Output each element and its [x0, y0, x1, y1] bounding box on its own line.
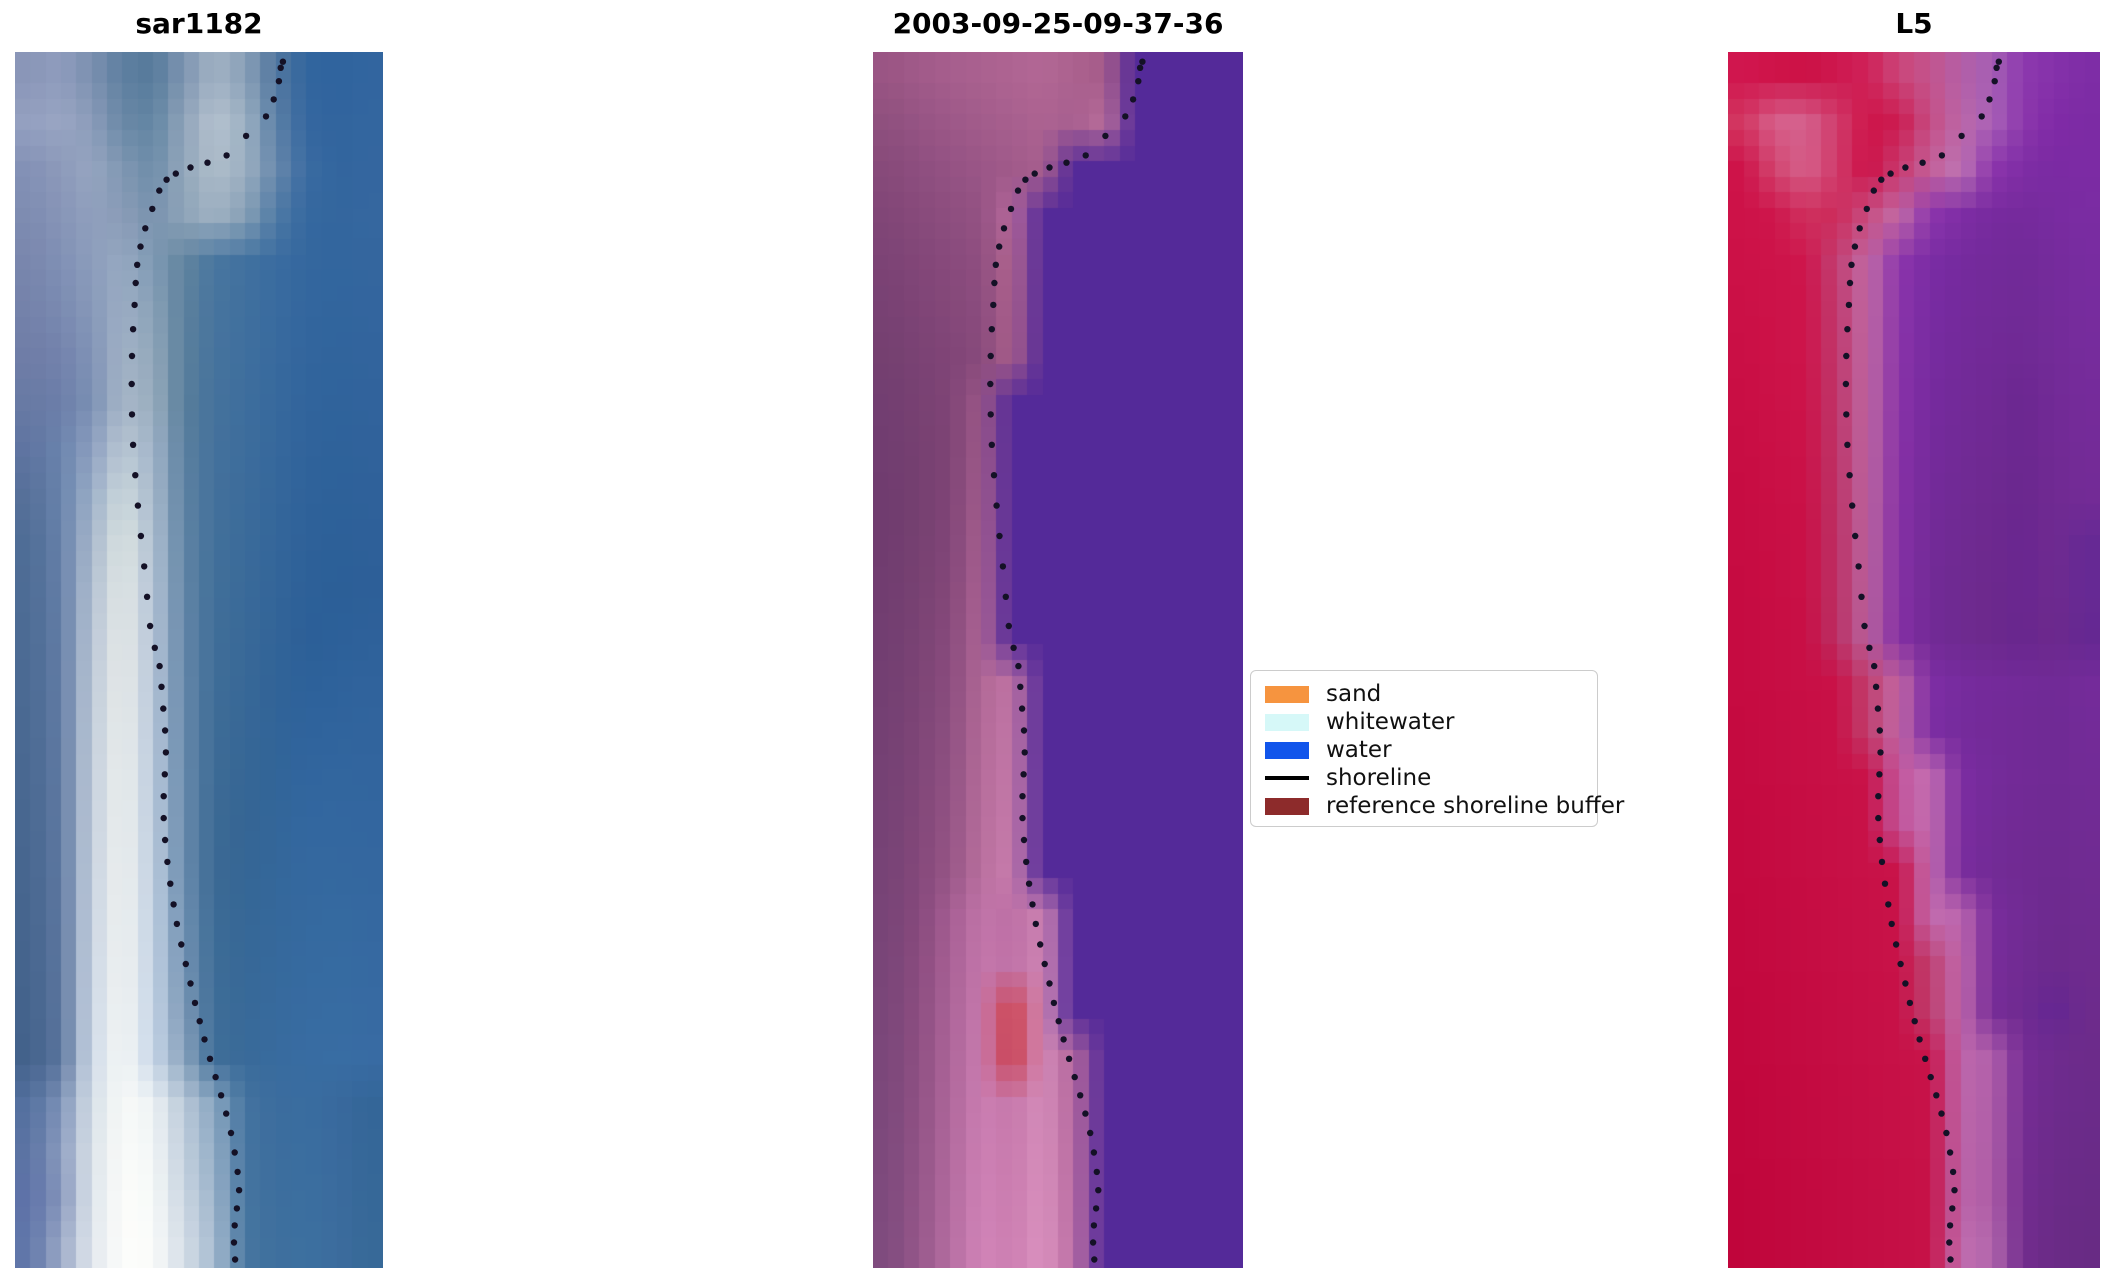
shoreline-dots-overlay: [987, 58, 1146, 1263]
panel-title-l5: L5: [1895, 7, 1933, 40]
water-swatch: [1265, 741, 1309, 759]
shoreline-dots-overlay: [1842, 58, 2002, 1263]
classified-raster-canvas: [873, 52, 1243, 1268]
panel-classified-image: [873, 52, 1243, 1268]
whitewater-swatch: [1265, 713, 1309, 731]
l5-raster-canvas: [1728, 52, 2100, 1268]
shoreline-line-swatch: [1265, 770, 1309, 787]
legend-item-sand: sand: [1265, 680, 1583, 708]
legend-label: water: [1326, 737, 1392, 763]
legend-label: reference shoreline buffer: [1326, 793, 1625, 819]
legend: sand whitewater water shoreline referenc…: [1250, 670, 1624, 827]
panel-sar-image: [15, 52, 383, 1268]
legend-label: sand: [1326, 681, 1382, 707]
sand-swatch: [1265, 685, 1309, 703]
legend-item-water: water: [1265, 736, 1583, 764]
legend-item-shoreline: shoreline: [1265, 764, 1583, 792]
panel-l5-image: [1728, 52, 2100, 1268]
panel-title-date: 2003-09-25-09-37-36: [892, 7, 1224, 40]
panel-title-sar: sar1182: [135, 7, 263, 40]
legend-label: whitewater: [1326, 709, 1455, 735]
legend-item-whitewater: whitewater: [1265, 708, 1583, 736]
legend-label: shoreline: [1326, 765, 1432, 791]
shoreline-dots-overlay: [128, 58, 287, 1263]
legend-item-reference-shoreline-buffer: reference shoreline buffer: [1265, 792, 1624, 820]
sar-raster-canvas: [15, 52, 383, 1268]
reference-buffer-swatch: [1265, 797, 1309, 815]
